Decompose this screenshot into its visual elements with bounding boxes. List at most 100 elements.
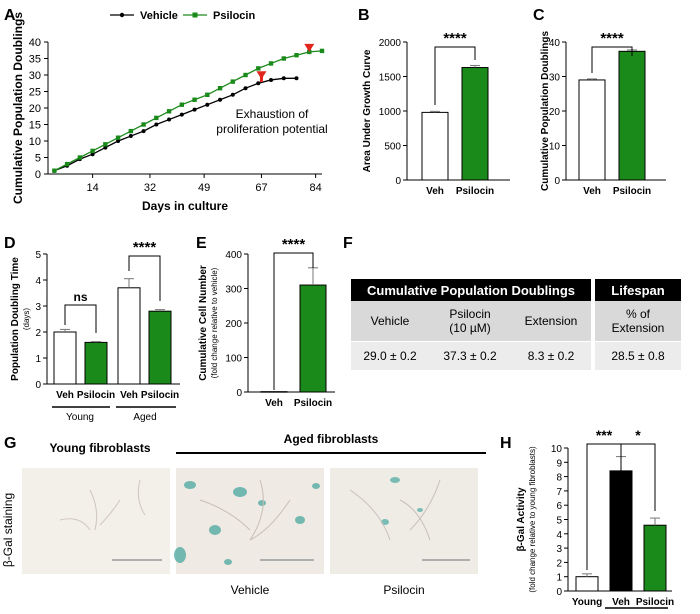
a-point-psilocin (179, 102, 185, 107)
a-y-tick-label: 25 (29, 87, 41, 99)
a-point-psilocin (256, 66, 261, 71)
h-bar (575, 576, 599, 592)
a-y-tick-label: 15 (29, 120, 41, 132)
a-y-tick-label: 35 (29, 54, 41, 66)
a-point-vehicle (192, 107, 197, 112)
h-x-tick-label: Psilocin (636, 597, 674, 608)
d-x-tick-label: Psilocin (141, 390, 179, 401)
c-y-tick-label: 0 (554, 176, 560, 187)
a-point-psilocin (205, 92, 210, 97)
micro-young-cells (59, 479, 146, 531)
h-y-tick-label: 3 (556, 544, 562, 555)
a-y-tick-label: 30 (29, 70, 41, 82)
a-point-psilocin (154, 115, 159, 121)
d-x-tick-label: Veh (120, 390, 138, 401)
h-sig-bracket (620, 443, 656, 511)
table-header-cpd: Cumulative Population Doublings (351, 279, 591, 301)
d-y-axis-sublabel: (days) (22, 308, 31, 331)
d-y-tick-label: 4 (35, 276, 41, 287)
a-series-line-vehicle (54, 77, 297, 172)
d-bar (117, 287, 141, 385)
a-point-vehicle (179, 112, 184, 117)
a-point-psilocin (243, 72, 248, 78)
h-y-tick-label: 4 (556, 530, 562, 541)
micro-vehicle-stain (174, 481, 320, 565)
a-annotation-line2: proliferation potential (216, 122, 327, 136)
a-point-psilocin (128, 128, 134, 134)
a-point-psilocin (103, 142, 108, 147)
a-y-tick-label: 20 (29, 103, 41, 115)
a-point-psilocin (77, 155, 83, 160)
b-x-tick-label: Psilocin (456, 186, 494, 197)
chart-e-cell-number: 0 100 200 300 400 Veh Psilocin Cumulative Cell … (198, 236, 335, 409)
a-point-psilocin (141, 122, 146, 127)
a-x-tick-label: 32 (144, 182, 156, 194)
b-y-tick-label: 1500 (379, 73, 402, 84)
a-point-psilocin (319, 48, 325, 54)
panel-label-d: D (4, 235, 16, 252)
a-point-vehicle (90, 152, 95, 157)
a-point-vehicle (243, 86, 248, 91)
h-y-axis-label: β-Gal Activity (516, 487, 527, 552)
d-y-tick-label: 1 (35, 354, 41, 365)
a-point-vehicle (256, 81, 261, 86)
a-point-vehicle (154, 122, 159, 127)
h-sig-label: *** (596, 427, 613, 443)
e-sig-label: **** (282, 236, 306, 253)
table-col-extension: Extension (511, 301, 591, 342)
chart-c-cpd: 0 10 20 30 40 Veh Psilocin Cumulative Populatio… (540, 30, 666, 197)
h-bar (609, 470, 633, 592)
h-y-tick-label: 8 (556, 473, 562, 484)
h-y-tick-label: 6 (556, 501, 562, 512)
e-y-tick-label: 400 (225, 250, 242, 261)
d-y-tick-label: 5 (35, 250, 41, 261)
h-y-tick-label: 7 (556, 487, 562, 498)
a-legend-psilocin-label: Psilocin (213, 10, 255, 22)
a-point-vehicle (218, 97, 223, 102)
panel-label-e: E (196, 235, 207, 252)
a-x-tick-label: 84 (310, 182, 322, 194)
a-point-psilocin (281, 56, 286, 61)
a-legend-vehicle-label: Vehicle (140, 10, 178, 22)
a-point-psilocin (268, 61, 274, 66)
a-arrow-psilocin-head (304, 43, 315, 52)
a-point-vehicle (128, 134, 133, 139)
h-bar (643, 524, 667, 592)
b-y-tick-label: 500 (384, 142, 401, 153)
d-sig-label: ns (73, 290, 87, 304)
e-y-axis-sublabel: (fold change relative to vehicle) (210, 267, 219, 378)
h-y-tick-label: 5 (556, 516, 562, 527)
d-y-axis-label: Population Doubling Time (10, 257, 21, 381)
c-y-tick-label: 40 (549, 38, 561, 49)
vehicle-image-label: Vehicle (231, 583, 270, 597)
c-y-tick-label: 30 (549, 73, 561, 84)
d-y-tick-label: 0 (35, 380, 41, 391)
h-sig-bracket (586, 443, 622, 570)
c-bar (578, 79, 606, 181)
chart-b-auc: 0 500 1000 1500 2000 Veh Psilocin Area Under Gr… (362, 30, 510, 197)
c-sig-bracket (591, 46, 633, 73)
b-y-axis-label: Area Under Growth Curve (362, 49, 373, 172)
aged-title: Aged fibroblasts (284, 432, 379, 446)
b-y-tick-label: 1000 (379, 107, 402, 118)
h-y-tick-label: 10 (551, 444, 563, 455)
d-y-tick-label: 2 (35, 328, 41, 339)
a-point-vehicle (205, 102, 210, 107)
b-sig-label: **** (443, 30, 467, 47)
a-x-tick-label: 67 (255, 182, 267, 194)
c-y-axis-label: Cumulative Population Doublings (540, 31, 551, 191)
d-bar (148, 310, 172, 385)
h-y-tick-label: 1 (556, 573, 562, 584)
a-legend-psilocin-marker (192, 12, 198, 18)
a-x-tick-label: 49 (198, 182, 210, 194)
panel-label-f: F (343, 235, 353, 252)
a-point-psilocin (294, 53, 299, 58)
a-point-psilocin (52, 168, 57, 173)
e-sig-bracket (273, 252, 314, 390)
table-value-pct-extension: 28.5 ± 0.8 (595, 341, 681, 371)
h-x-tick-label: Young (572, 597, 602, 608)
a-arrow-vehicle-head (256, 71, 267, 80)
table-col-psilocin: Psilocin (10 µM) (429, 301, 511, 342)
micro-vehicle-cells (199, 479, 291, 541)
